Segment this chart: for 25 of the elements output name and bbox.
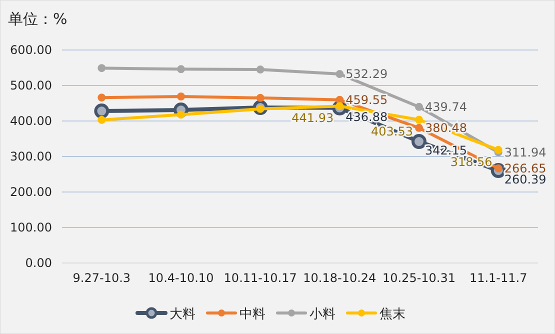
y-axis-title: 单位：% xyxy=(8,10,68,28)
x-tick-label: 10.11-10.17 xyxy=(224,271,297,285)
x-tick-label: 10.18-10.24 xyxy=(303,271,376,285)
x-tick-label: 10.25-10.31 xyxy=(382,271,456,285)
x-tick-label: 9.27-10.3 xyxy=(72,271,131,285)
x-tick-label: 11.1-11.7 xyxy=(469,271,528,285)
data-label: 441.93 xyxy=(292,111,334,126)
data-label: 311.94 xyxy=(504,145,546,160)
legend-label: 中料 xyxy=(240,307,266,322)
data-label: 459.55 xyxy=(346,92,388,107)
data-label: 266.65 xyxy=(504,161,546,176)
legend-label: 焦末 xyxy=(380,307,406,322)
y-tick-label: 200.00 xyxy=(10,185,52,199)
x-tick-label: 10.4-10.10 xyxy=(148,271,214,285)
y-tick-label: 600.00 xyxy=(10,43,52,57)
y-tick-label: 400.00 xyxy=(10,114,52,128)
data-label: 532.29 xyxy=(346,67,388,82)
data-label: 439.74 xyxy=(425,100,467,114)
legend-label: 大料 xyxy=(170,307,196,322)
y-tick-label: 100.00 xyxy=(10,220,52,234)
legend-label: 小料 xyxy=(310,307,336,322)
y-tick-label: 500.00 xyxy=(10,78,52,92)
data-label: 260.39 xyxy=(504,172,546,187)
y-tick-label: 300.00 xyxy=(10,150,52,164)
y-tick-label: 0.00 xyxy=(25,256,52,270)
